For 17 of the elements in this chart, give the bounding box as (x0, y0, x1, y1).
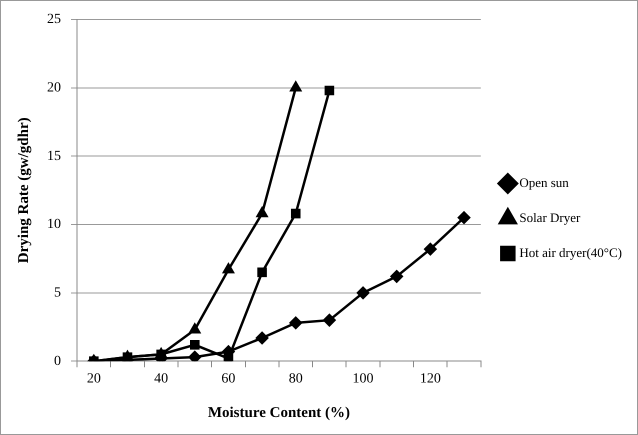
legend-label: Solar Dryer (519, 210, 582, 225)
y-tick-label: 10 (47, 217, 61, 232)
x-tick-label: 40 (154, 371, 168, 386)
y-tick-label: 5 (54, 286, 61, 301)
legend-label: Open sun (519, 174, 570, 190)
x-tick-label: 60 (221, 371, 236, 386)
x-tick-label: 80 (288, 371, 303, 386)
legend-label: Hot air dryer(40°C) (519, 244, 622, 260)
x-axis-title: Moisture Content (%) (208, 404, 350, 421)
x-tick-label: 100 (352, 371, 374, 386)
x-tick-label: 120 (420, 371, 441, 386)
y-tick-label: 20 (47, 80, 61, 96)
y-tick-label: 0 (54, 354, 61, 369)
y-tick-label: 15 (47, 148, 61, 164)
y-tick-label: 25 (47, 12, 61, 28)
y-axis-title: Drying Rate (gw/gdhr) (16, 117, 32, 264)
x-tick-label: 20 (86, 371, 101, 386)
